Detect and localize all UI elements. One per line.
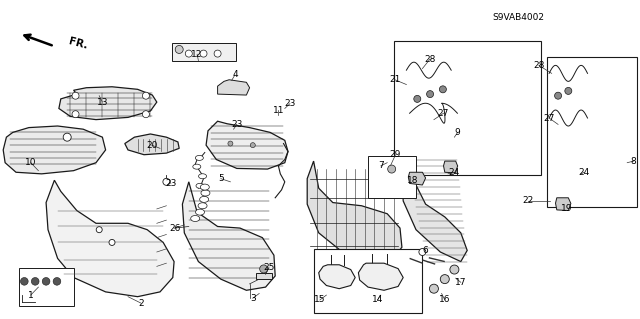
Text: 21: 21 <box>389 75 401 84</box>
Text: 27: 27 <box>543 114 555 122</box>
Ellipse shape <box>195 209 205 215</box>
Text: 11: 11 <box>273 106 284 115</box>
Circle shape <box>143 92 149 99</box>
Text: 5: 5 <box>218 174 223 183</box>
Circle shape <box>440 275 449 284</box>
Circle shape <box>414 95 420 102</box>
Text: 14: 14 <box>372 295 383 304</box>
Circle shape <box>186 50 192 57</box>
Circle shape <box>200 50 207 57</box>
Polygon shape <box>182 182 275 290</box>
Bar <box>394 41 541 175</box>
Text: 9: 9 <box>455 128 460 137</box>
Text: 3: 3 <box>250 294 255 303</box>
Bar <box>547 57 637 207</box>
Circle shape <box>20 278 28 285</box>
Circle shape <box>450 265 459 274</box>
Polygon shape <box>402 156 467 262</box>
Circle shape <box>175 45 183 54</box>
Text: 10: 10 <box>25 158 36 167</box>
Circle shape <box>440 86 446 93</box>
Text: 25: 25 <box>263 263 275 272</box>
Circle shape <box>143 111 149 118</box>
Circle shape <box>63 133 71 141</box>
Text: 17: 17 <box>455 278 467 287</box>
Text: 1: 1 <box>28 291 33 300</box>
Text: 12: 12 <box>191 50 203 59</box>
Circle shape <box>419 249 426 256</box>
Circle shape <box>96 227 102 233</box>
Text: S9VAB4002: S9VAB4002 <box>492 13 545 22</box>
Text: 23: 23 <box>231 120 243 129</box>
Ellipse shape <box>191 216 200 221</box>
Circle shape <box>109 240 115 245</box>
Ellipse shape <box>195 155 204 160</box>
Polygon shape <box>46 180 174 297</box>
Polygon shape <box>444 161 458 173</box>
Text: 8: 8 <box>631 157 636 166</box>
Polygon shape <box>206 121 288 169</box>
Text: 18: 18 <box>407 176 419 185</box>
Circle shape <box>72 111 79 118</box>
Polygon shape <box>422 260 435 264</box>
Circle shape <box>228 141 233 146</box>
Circle shape <box>388 165 396 173</box>
Text: 6: 6 <box>423 246 428 255</box>
Text: 26: 26 <box>169 224 180 233</box>
Circle shape <box>260 265 268 273</box>
Circle shape <box>31 278 39 285</box>
Bar <box>314 249 422 313</box>
Circle shape <box>53 278 61 285</box>
Circle shape <box>250 143 255 148</box>
Circle shape <box>163 178 170 185</box>
Polygon shape <box>3 126 106 174</box>
Bar <box>172 43 236 61</box>
Ellipse shape <box>198 203 207 209</box>
Text: 19: 19 <box>561 204 572 213</box>
Text: 28: 28 <box>533 61 545 70</box>
Circle shape <box>555 92 561 99</box>
Text: 28: 28 <box>424 55 436 63</box>
Polygon shape <box>218 80 250 95</box>
Text: 13: 13 <box>97 98 108 107</box>
Text: 27: 27 <box>438 109 449 118</box>
Ellipse shape <box>201 190 210 196</box>
Polygon shape <box>256 273 272 279</box>
Polygon shape <box>410 258 422 263</box>
Polygon shape <box>125 134 179 155</box>
Text: 24: 24 <box>449 168 460 177</box>
Text: 15: 15 <box>314 295 326 304</box>
Bar <box>19 268 74 306</box>
Ellipse shape <box>200 184 209 190</box>
Text: 23: 23 <box>284 99 296 108</box>
Polygon shape <box>429 258 445 262</box>
Circle shape <box>42 278 50 285</box>
Text: 4: 4 <box>232 70 237 79</box>
Circle shape <box>429 284 438 293</box>
Circle shape <box>427 91 433 98</box>
Text: 2: 2 <box>138 299 143 308</box>
Ellipse shape <box>198 174 207 179</box>
Text: 29: 29 <box>390 150 401 159</box>
Polygon shape <box>556 198 571 211</box>
Ellipse shape <box>193 164 201 169</box>
Text: FR.: FR. <box>67 36 88 51</box>
Polygon shape <box>59 87 157 120</box>
Polygon shape <box>319 265 355 289</box>
Text: 20: 20 <box>146 141 157 150</box>
Text: 22: 22 <box>522 197 534 205</box>
Polygon shape <box>408 172 426 185</box>
Bar <box>368 156 416 198</box>
Circle shape <box>72 92 79 99</box>
Ellipse shape <box>196 183 204 188</box>
Text: 16: 16 <box>439 295 451 304</box>
Ellipse shape <box>200 197 209 202</box>
Text: 24: 24 <box>579 168 590 177</box>
Polygon shape <box>358 263 403 290</box>
Circle shape <box>214 50 221 57</box>
Circle shape <box>565 87 572 94</box>
Polygon shape <box>307 161 402 262</box>
Text: 7: 7 <box>378 161 383 170</box>
Text: 23: 23 <box>165 179 177 188</box>
